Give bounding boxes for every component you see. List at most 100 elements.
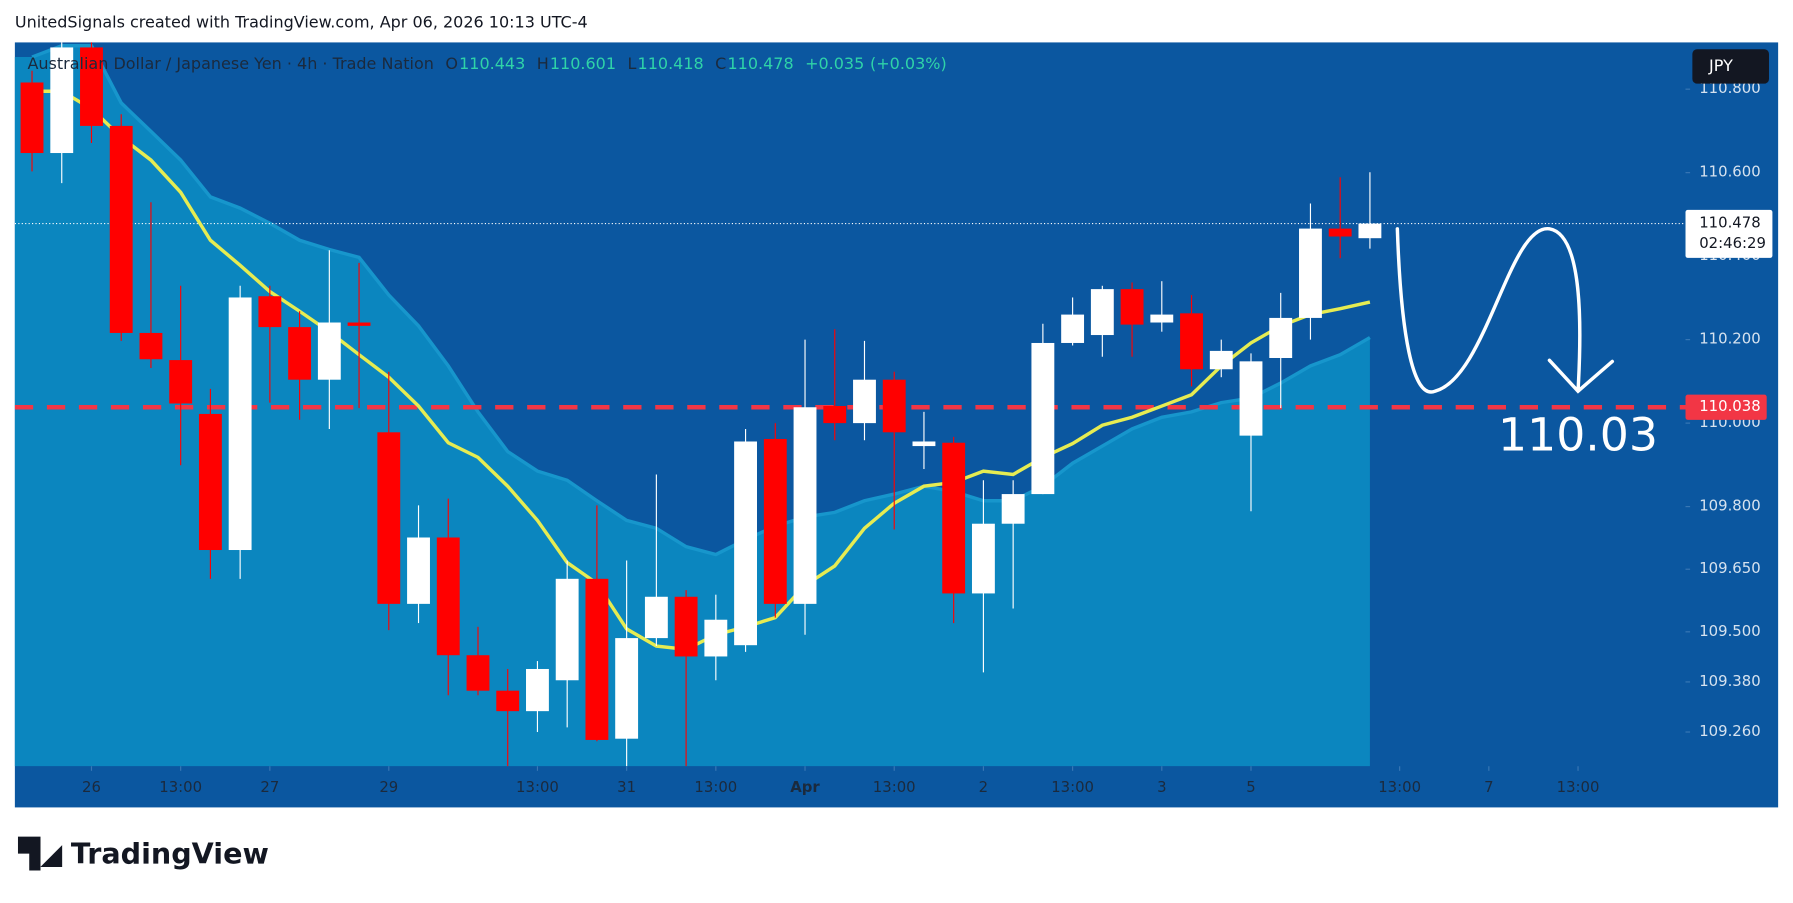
candle-body [1150,314,1174,323]
candle-body [228,297,252,551]
currency-box[interactable] [1692,49,1769,84]
level-label: 110.038 [1699,397,1760,415]
candle-body [109,125,133,333]
y-tick-label: 109.650 [1699,559,1760,577]
x-tick-label: 27 [260,778,279,796]
moving-average [32,89,1371,652]
credit: UnitedSignals created with TradingView.c… [15,12,588,31]
currency-label[interactable]: JPY [1708,56,1733,75]
annotation: 110.03 [1498,409,1658,462]
candle-body [1299,228,1322,318]
currency-button[interactable]: JPY [1692,49,1769,84]
candle-body [1180,313,1203,370]
y-tick-label: 109.260 [1699,722,1760,740]
candle-body [793,407,817,604]
hand-drawn-arrow [1395,227,1615,394]
candle-body [139,332,163,360]
y-tick-label: 109.500 [1699,622,1760,640]
candle-body [1001,494,1025,524]
candle-body [1031,342,1055,495]
candle-body [169,360,193,404]
candle-body [198,413,222,551]
candle-body [20,82,44,154]
level-label-box [1685,394,1767,420]
candle-body [1328,228,1352,237]
x-tick-label: Apr [790,778,820,796]
candle-body [407,537,430,604]
legend-title: Australian Dollar / Japanese Yen · 4h · … [27,54,433,73]
candle-body [436,537,460,656]
x-tick-label: 13:00 [694,778,737,796]
x-tick-label: 13:00 [516,778,559,796]
candle-body [615,638,639,739]
candle-body [377,432,401,604]
x-tick-label: 13:00 [1051,778,1094,796]
candle-body [1209,350,1233,370]
logo-mark: ▜◢ [17,836,62,871]
candle-body [1269,317,1293,358]
logo: TradingView [71,836,269,870]
legend-key: C [715,54,726,73]
x-tick-label: 2 [979,778,988,796]
x-tick-label: 13:00 [159,778,202,796]
candle-body [853,379,876,424]
band-area [14,45,1370,767]
candle-body [1120,289,1144,325]
legend-value: 110.601 [550,54,616,73]
x-tick-label: 7 [1484,778,1493,796]
legend: Australian Dollar / Japanese Yen · 4h · … [27,54,946,73]
candle-body [466,655,490,691]
legend-value: 110.443 [459,54,525,73]
price-label-box [1685,209,1773,258]
candle-body [942,442,966,594]
candle-body [258,296,282,328]
candle-body [882,379,906,433]
x-tick-label: 13:00 [1378,778,1421,796]
plot-area [14,42,1686,767]
y-tick-label: 109.800 [1699,497,1760,515]
y-tick-label: 110.800 [1699,79,1760,97]
candle-body [526,668,549,712]
candle-body [585,578,609,740]
x-tick-label: 31 [617,778,636,796]
legend-change-pct: (+0.03%) [870,54,947,73]
candle-body [1090,289,1114,336]
axes: 110.800110.600110.400110.200110.000109.8… [82,79,1761,796]
legend-key: L [627,54,636,73]
candle-body [1061,314,1085,343]
x-tick-label: 29 [379,778,398,796]
candle-body [763,438,787,604]
candle-body [971,523,995,594]
legend-change: +0.035 [805,54,864,73]
candle-body [80,47,103,126]
x-tick-label: 3 [1157,778,1166,796]
legend-value: 110.418 [638,54,704,73]
band-line [31,44,1371,557]
x-tick-label: 5 [1246,778,1255,796]
legend-key: H [537,54,549,73]
price-label: 110.478 [1699,214,1760,232]
y-tick-label: 110.200 [1699,330,1760,348]
legend-value: 110.478 [727,54,793,73]
candle-body [1358,223,1382,239]
candle-body [823,406,847,424]
candle-body [50,47,74,154]
candle-body [496,690,520,712]
candle-body [674,596,698,657]
candle-body [288,327,312,380]
candle-body [555,578,579,681]
y-tick-label: 109.380 [1699,672,1760,690]
candle-body [644,596,668,639]
candle-body [734,441,757,646]
legend-key: O [445,54,458,73]
x-tick-label: 13:00 [873,778,916,796]
candle-body [1239,361,1263,436]
y-tick-label: 110.600 [1699,163,1760,181]
x-tick-label: 13:00 [1557,778,1600,796]
candle-body [347,322,371,326]
candle-body [912,441,936,447]
candle-body [704,619,728,657]
countdown: 02:46:29 [1699,234,1766,252]
